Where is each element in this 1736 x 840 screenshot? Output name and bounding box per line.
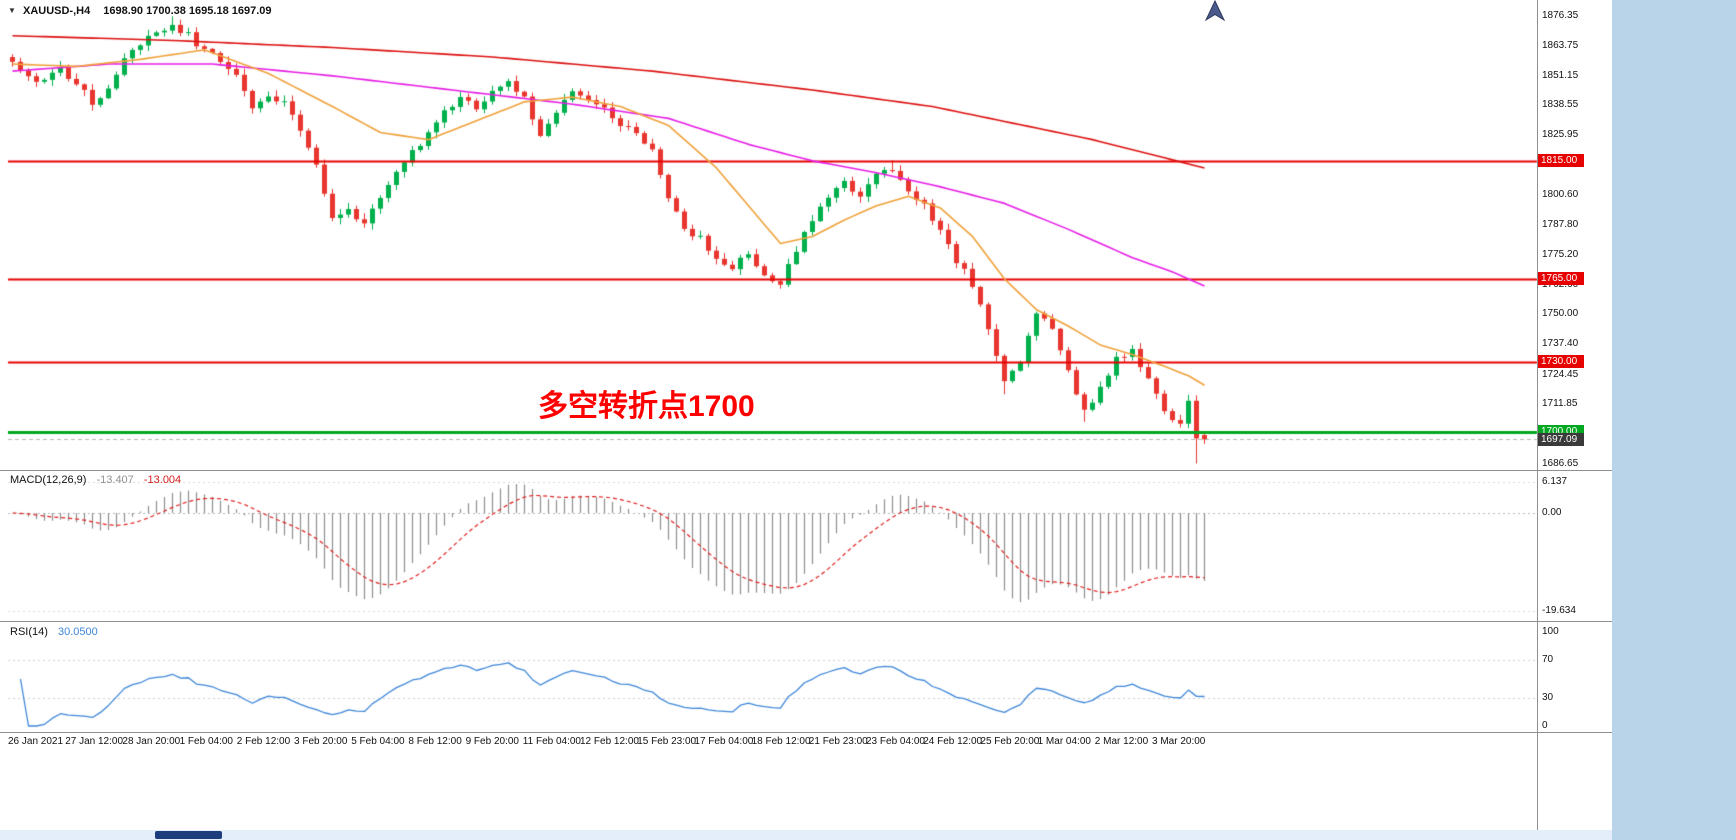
macd-indicator-label: MACD(12,26,9) -13.407 -13.004	[10, 474, 181, 486]
time-axis-label: 15 Feb 23:00	[637, 736, 697, 747]
rsi-axis-label: 0	[1542, 720, 1548, 731]
time-axis-label: 2 Mar 12:00	[1094, 736, 1149, 747]
time-axis-label: 17 Feb 04:00	[694, 736, 754, 747]
price-axis-label: 1876.35	[1542, 10, 1579, 21]
time-axis-label: 8 Feb 12:00	[408, 736, 462, 747]
time-axis-label: 1 Feb 04:00	[179, 736, 233, 747]
chart-canvas[interactable]	[0, 0, 1612, 830]
price-axis-label: 1851.15	[1542, 69, 1579, 81]
price-axis-label: 1737.40	[1542, 338, 1579, 350]
rsi-axis-label: 30	[1542, 691, 1554, 703]
rsi-axis-label: 70	[1542, 654, 1554, 666]
mouse-cursor-icon	[1204, 0, 1226, 22]
price-axis-label: 1724.45	[1542, 368, 1579, 380]
time-axis-label: 23 Feb 04:00	[866, 736, 925, 747]
rsi-name: RSI(14)	[10, 626, 48, 638]
time-axis-label: 26 Jan 2021	[8, 736, 64, 747]
time-axis-label: 28 Jan 20:00	[122, 736, 181, 747]
time-axis-label: 21 Feb 23:00	[808, 736, 868, 747]
macd-main-value: -13.407	[96, 474, 134, 486]
symbol-info: ▼ XAUUSD-,H4 1698.90 1700.38 1695.18 169…	[8, 5, 272, 17]
time-axis-label: 3 Mar 20:00	[1152, 736, 1206, 747]
chart-annotation: 多空转折点1700	[538, 390, 755, 423]
ohlc-values: 1698.90 1700.38 1695.18 1697.09	[103, 5, 272, 17]
price-line-badge: 1730.00	[1538, 354, 1584, 368]
macd-axis-label: 0.00	[1542, 507, 1562, 518]
current-price-badge: 1697.09	[1538, 433, 1584, 447]
rsi-panel-separator	[0, 621, 1612, 622]
time-axis-label: 18 Feb 12:00	[751, 736, 811, 747]
scrollbar-thumb[interactable]	[155, 831, 222, 839]
time-axis-separator	[0, 732, 1612, 733]
macd-panel-separator	[0, 470, 1612, 471]
symbol-label: XAUUSD-,H4	[22, 5, 91, 17]
macd-axis-label: 6.137	[1542, 476, 1568, 488]
price-axis-label: 1787.80	[1542, 219, 1579, 231]
price-axis-label: 1863.75	[1542, 39, 1579, 51]
time-axis-label: 11 Feb 04:00	[522, 736, 581, 747]
rsi-value: 30.0500	[57, 626, 98, 638]
macd-name: MACD(12,26,9)	[10, 474, 87, 486]
price-axis-line	[1537, 0, 1538, 830]
price-axis-label: 1711.85	[1542, 398, 1578, 410]
price-axis-label: 1825.95	[1542, 129, 1579, 141]
rsi-indicator-label: RSI(14) 30.0500	[10, 626, 98, 638]
macd-signal-value: -13.004	[143, 474, 182, 486]
rsi-axis-label: 100	[1542, 626, 1559, 637]
time-axis-label: 2 Feb 12:00	[236, 736, 291, 747]
price-line-badge: 1815.00	[1538, 153, 1584, 167]
price-axis-label: 1838.55	[1542, 99, 1579, 111]
price-line-badge: 1765.00	[1538, 271, 1584, 285]
time-axis-label: 9 Feb 20:00	[465, 736, 519, 747]
price-axis-label: 1775.20	[1542, 248, 1579, 260]
time-axis-label: 25 Feb 20:00	[980, 736, 1040, 747]
chart-window: ▼ XAUUSD-,H4 1698.90 1700.38 1695.18 169…	[0, 0, 1612, 840]
time-axis-label: 3 Feb 20:00	[294, 736, 348, 747]
price-axis-label: 1750.00	[1542, 308, 1579, 320]
chevron-down-icon[interactable]: ▼	[8, 6, 16, 15]
time-axis-label: 24 Feb 12:00	[923, 736, 983, 747]
price-axis-label: 1686.65	[1542, 458, 1579, 469]
time-axis-label: 12 Feb 12:00	[580, 736, 639, 747]
time-axis-label: 27 Jan 12:00	[65, 736, 124, 747]
price-axis-label: 1800.60	[1542, 188, 1579, 200]
horizontal-scrollbar[interactable]	[0, 830, 1612, 840]
time-axis-label: 1 Mar 04:00	[1037, 736, 1091, 747]
macd-axis-label: -19.634	[1542, 605, 1576, 616]
time-axis-label: 5 Feb 04:00	[351, 736, 405, 747]
